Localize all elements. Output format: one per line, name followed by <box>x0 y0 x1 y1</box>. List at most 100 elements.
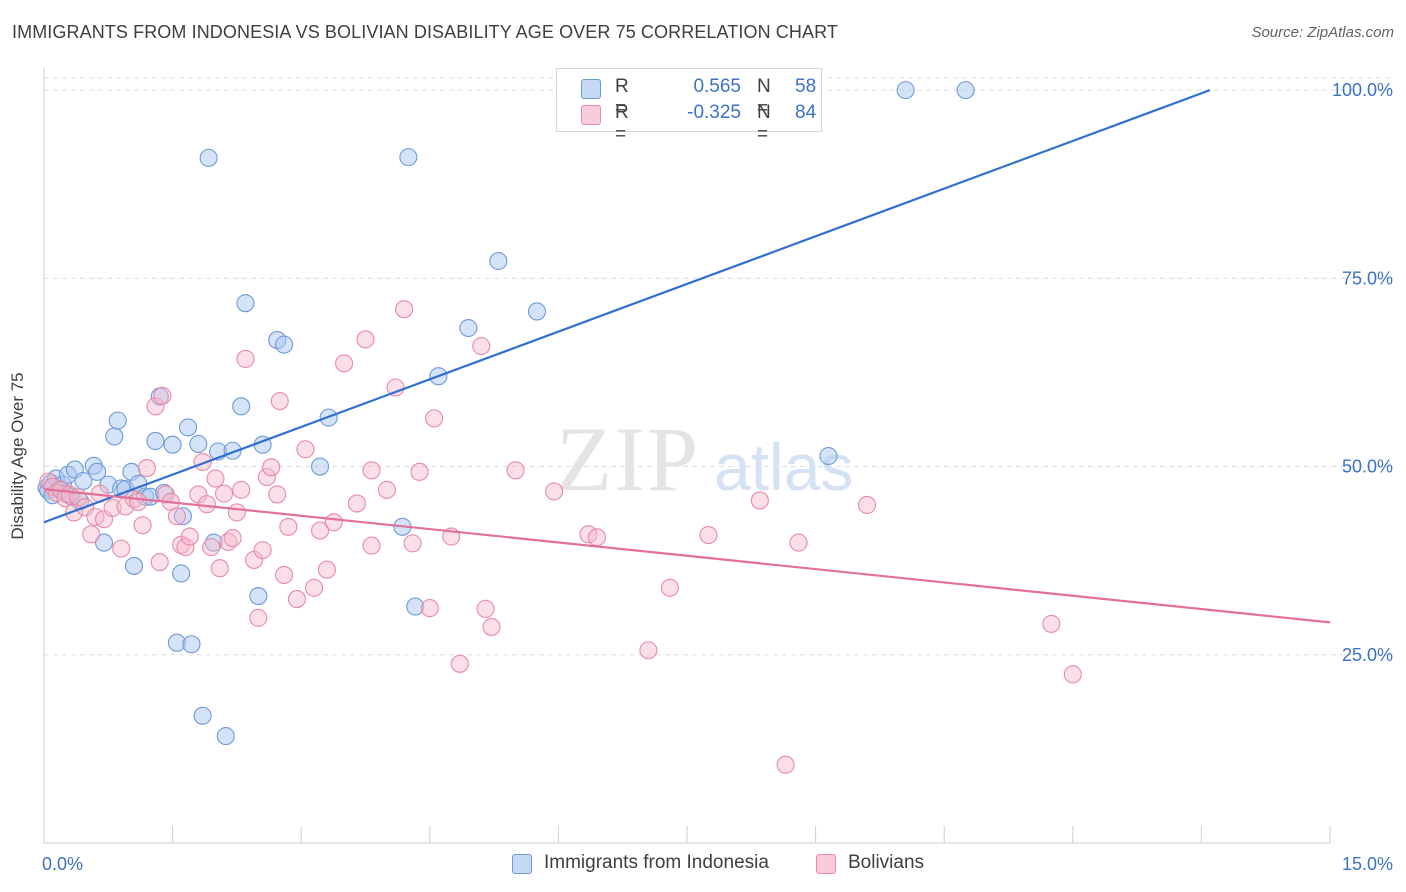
data-point-bolivians <box>257 468 276 487</box>
data-point-indonesia <box>399 148 418 167</box>
data-point-bolivians <box>296 440 315 459</box>
watermark-atlas: atlas <box>714 430 853 504</box>
data-point-bolivians <box>425 409 444 428</box>
data-point-bolivians <box>324 513 343 532</box>
data-point-bolivians <box>450 654 469 673</box>
data-point-bolivians <box>311 521 330 540</box>
data-point-indonesia <box>819 446 838 466</box>
data-point-bolivians <box>750 491 769 510</box>
data-point-bolivians <box>305 578 324 597</box>
data-point-indonesia <box>124 556 144 575</box>
data-point-bolivians <box>660 578 679 597</box>
data-point-bolivians <box>214 484 234 503</box>
data-point-bolivians <box>857 495 877 515</box>
data-point-bolivians <box>236 349 255 368</box>
legend-label-indonesia: Immigrants from Indonesia <box>544 852 769 873</box>
data-point-bolivians <box>249 608 268 627</box>
data-point-indonesia <box>311 457 330 476</box>
data-point-bolivians <box>167 507 186 526</box>
data-point-indonesia <box>105 427 124 446</box>
data-point-indonesia <box>88 462 107 481</box>
data-point-bolivians <box>395 300 414 319</box>
data-point-bolivians <box>482 617 501 636</box>
legend-r-value: -0.325 <box>687 102 741 123</box>
data-point-bolivians <box>472 337 491 356</box>
data-point-bolivians <box>193 452 212 472</box>
data-point-indonesia <box>956 81 975 100</box>
data-point-bolivians <box>362 536 381 555</box>
data-point-bolivians <box>476 599 495 618</box>
data-point-indonesia <box>249 587 268 606</box>
legend-r-value: 0.565 <box>693 76 741 97</box>
data-point-bolivians <box>133 516 152 535</box>
data-point-bolivians <box>232 480 251 499</box>
data-point-bolivians <box>206 469 225 488</box>
data-point-indonesia <box>189 434 208 454</box>
data-point-indonesia <box>199 148 218 167</box>
data-point-bolivians <box>506 461 525 480</box>
legend-label-bolivians: Bolivians <box>848 852 925 873</box>
data-point-bolivians <box>420 599 439 618</box>
trend-line-bolivians <box>43 488 1331 624</box>
data-point-bolivians <box>362 461 381 480</box>
data-point-bolivians <box>699 526 718 545</box>
legend-n-value: 84 <box>795 102 817 123</box>
series-indonesia-points <box>37 81 975 746</box>
y-tick-label: 100.0% <box>1332 80 1393 100</box>
y-tick-label: 75.0% <box>1342 268 1393 288</box>
data-point-bolivians <box>153 386 172 405</box>
y-tick-label: 50.0% <box>1342 457 1393 477</box>
axes <box>43 68 1331 844</box>
data-point-bolivians <box>270 392 289 411</box>
data-point-indonesia <box>527 302 547 321</box>
correlation-legend: R = 0.565 N = 58 R = -0.325 N = 84 <box>556 68 822 145</box>
data-point-bolivians <box>317 560 336 579</box>
data-point-indonesia <box>236 294 255 313</box>
legend-r-label: R = <box>615 102 629 145</box>
data-point-bolivians <box>82 525 101 544</box>
data-point-bolivians <box>202 538 221 557</box>
data-point-bolivians <box>129 492 148 511</box>
data-point-indonesia <box>896 81 915 100</box>
data-point-indonesia <box>182 635 201 654</box>
data-point-indonesia <box>406 597 425 616</box>
data-point-indonesia <box>108 411 127 430</box>
data-point-indonesia <box>459 318 478 338</box>
data-point-bolivians <box>639 641 658 660</box>
data-point-bolivians <box>776 755 795 774</box>
data-point-bolivians <box>789 533 808 552</box>
legend-swatch-bolivians <box>816 854 836 874</box>
data-point-indonesia <box>232 397 251 416</box>
data-point-bolivians <box>146 397 165 416</box>
chart-title: IMMIGRANTS FROM INDONESIA VS BOLIVIAN DI… <box>12 22 838 42</box>
data-point-indonesia <box>94 533 114 552</box>
data-point-bolivians <box>210 559 229 578</box>
data-point-bolivians <box>180 527 199 546</box>
data-point-indonesia <box>146 431 165 451</box>
data-point-bolivians <box>137 459 156 478</box>
data-point-indonesia <box>172 564 191 583</box>
y-axis-label: Disability Age Over 75 <box>8 372 27 540</box>
legend-swatch-bolivians <box>581 105 601 125</box>
data-point-bolivians <box>287 590 306 609</box>
data-point-bolivians <box>356 330 375 349</box>
data-point-bolivians <box>268 485 287 504</box>
data-point-indonesia <box>173 507 192 526</box>
data-point-bolivians <box>335 354 354 373</box>
data-point-bolivians <box>223 529 242 548</box>
data-point-bolivians <box>253 541 272 560</box>
trend-line-indonesia <box>43 89 1211 524</box>
legend-n-label: N = <box>757 76 771 119</box>
data-point-bolivians <box>275 565 294 585</box>
tick-labels: 25.0% 50.0% 75.0% 100.0% 0.0% 15.0% <box>42 80 1393 874</box>
watermark: ZIP atlas <box>556 408 853 510</box>
data-point-bolivians <box>403 534 422 553</box>
data-point-bolivians <box>410 462 429 481</box>
data-point-bolivians <box>64 503 84 522</box>
x-tick-label: 0.0% <box>42 854 83 874</box>
legend-n-value: 58 <box>795 76 817 97</box>
data-point-bolivians <box>545 482 564 501</box>
data-point-indonesia <box>178 418 198 437</box>
data-point-bolivians <box>1063 665 1082 684</box>
legend-r-label: R = <box>615 76 629 119</box>
